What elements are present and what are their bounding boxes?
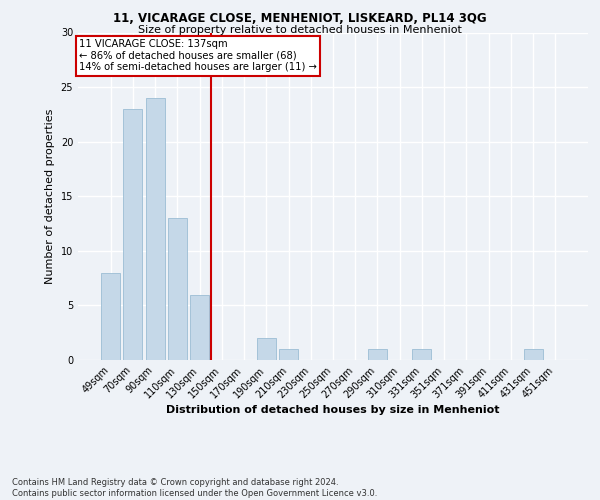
Text: 11, VICARAGE CLOSE, MENHENIOT, LISKEARD, PL14 3QG: 11, VICARAGE CLOSE, MENHENIOT, LISKEARD,… bbox=[113, 12, 487, 26]
Y-axis label: Number of detached properties: Number of detached properties bbox=[45, 108, 55, 284]
Text: Size of property relative to detached houses in Menheniot: Size of property relative to detached ho… bbox=[138, 25, 462, 35]
X-axis label: Distribution of detached houses by size in Menheniot: Distribution of detached houses by size … bbox=[166, 406, 500, 415]
Text: Contains HM Land Registry data © Crown copyright and database right 2024.
Contai: Contains HM Land Registry data © Crown c… bbox=[12, 478, 377, 498]
Bar bbox=[524, 349, 542, 360]
Bar bbox=[168, 218, 187, 360]
Text: 11 VICARAGE CLOSE: 137sqm
← 86% of detached houses are smaller (68)
14% of semi-: 11 VICARAGE CLOSE: 137sqm ← 86% of detac… bbox=[79, 39, 317, 72]
Bar bbox=[257, 338, 276, 360]
Bar bbox=[146, 98, 164, 360]
Bar bbox=[412, 349, 431, 360]
Bar bbox=[124, 109, 142, 360]
Bar bbox=[368, 349, 387, 360]
Bar bbox=[101, 272, 120, 360]
Bar bbox=[279, 349, 298, 360]
Bar bbox=[190, 294, 209, 360]
